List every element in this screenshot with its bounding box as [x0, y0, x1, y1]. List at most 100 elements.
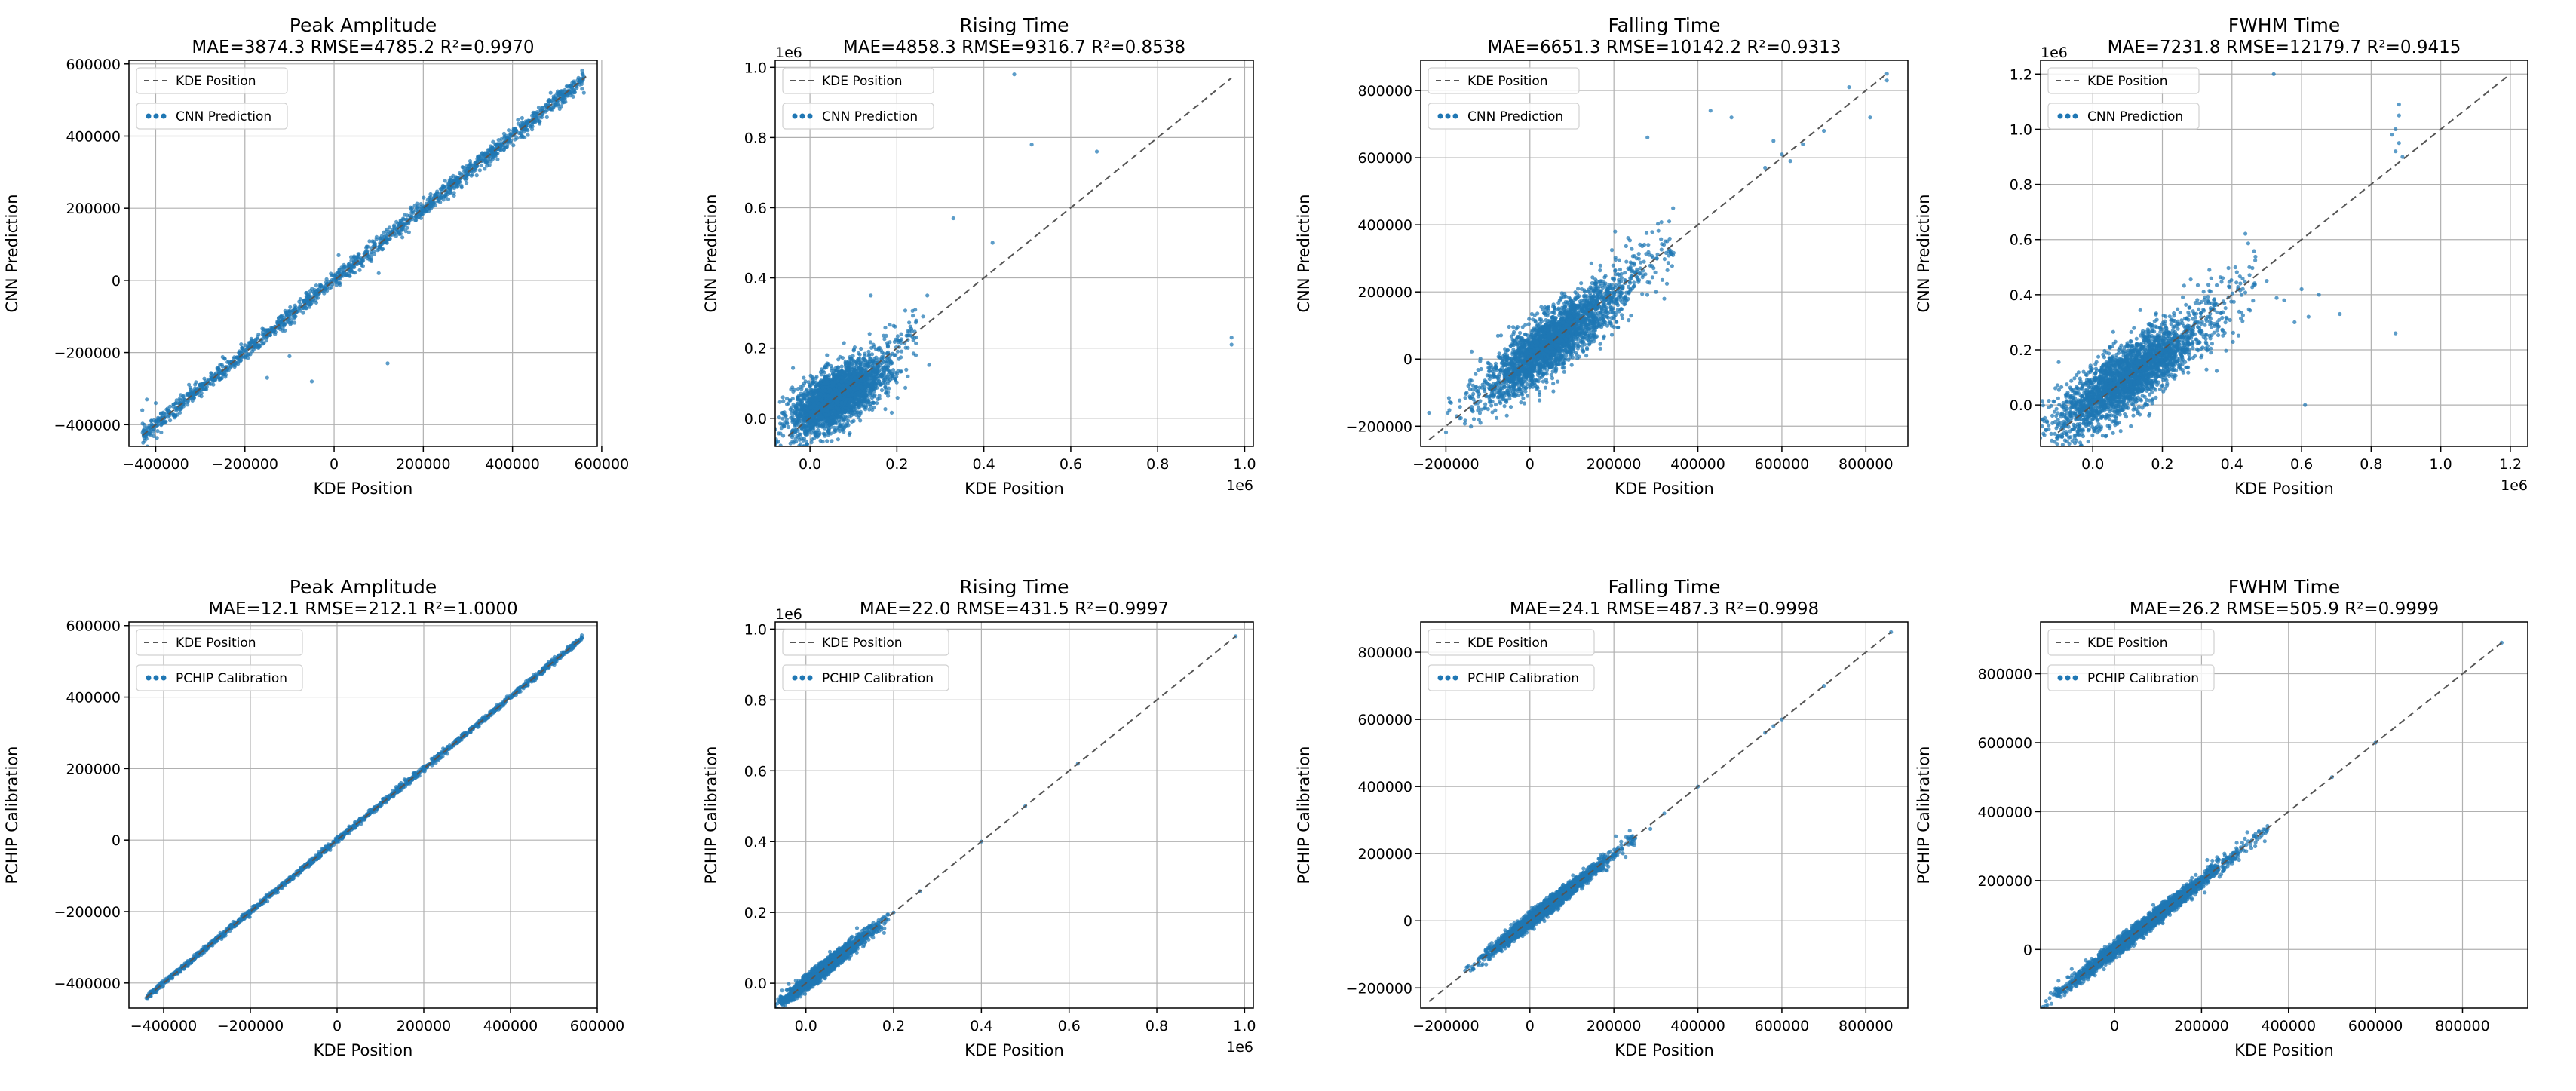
scatter-point [483, 160, 488, 165]
scatter-point [301, 311, 305, 315]
scatter-point [265, 375, 269, 380]
scatter-point [392, 226, 397, 231]
scatter-point [829, 415, 833, 420]
scatter-point [914, 341, 918, 345]
scatter-point [879, 388, 885, 393]
y-axis-label: CNN Prediction [3, 194, 21, 312]
scatter-point [899, 369, 903, 374]
scatter-point [460, 165, 465, 170]
scatter-point [851, 348, 856, 352]
scatter-point [369, 257, 373, 262]
scatter-point [1229, 336, 1234, 340]
scatter-point [873, 382, 878, 386]
y-tick-label: 0 [112, 273, 121, 290]
scatter-point [812, 422, 817, 427]
scatter-point [388, 237, 392, 241]
scatter-point [419, 216, 424, 220]
scatter-point [821, 423, 826, 428]
scatter-point [337, 271, 342, 275]
scatter-point [400, 235, 405, 240]
scatter-point [850, 392, 854, 397]
scatter-point [226, 368, 231, 372]
scatter-point [470, 164, 475, 168]
scatter-point [377, 244, 382, 250]
scatter-point [811, 378, 815, 382]
scatter-point [1507, 397, 1512, 401]
scatter-point [796, 428, 800, 434]
scatter-point [793, 421, 797, 425]
scatter-point [470, 172, 475, 176]
scatter-point [880, 350, 885, 354]
scatter-point [854, 360, 859, 365]
y-tick-label: 0.6 [744, 200, 767, 216]
scatter-point [188, 385, 192, 390]
scatter-point [198, 382, 202, 387]
scatter-point [841, 383, 845, 388]
scatter-point [580, 71, 584, 76]
scatter-point [799, 418, 803, 424]
chart-title: Falling Time [1608, 14, 1720, 36]
scatter-point [862, 406, 866, 410]
scatter-point [513, 126, 517, 131]
scatter-point [857, 401, 861, 406]
scatter-point [858, 411, 863, 415]
x-tick-label: 0.4 [973, 456, 995, 473]
scatter-point [839, 364, 844, 369]
scatter-point [1551, 389, 1556, 394]
scatter-point [298, 308, 303, 313]
scatter-point [149, 418, 154, 424]
reference-line [787, 77, 1232, 437]
scatter-point [815, 398, 820, 403]
scatter-point [559, 104, 563, 109]
scatter-point [839, 401, 844, 406]
scatter-point [863, 363, 867, 368]
scatter-point [580, 87, 584, 91]
scatter-point [875, 401, 879, 406]
scatter-point [848, 397, 853, 402]
scatter-point [817, 388, 821, 392]
scatter-point [289, 319, 293, 323]
scatter-point [168, 418, 173, 423]
scatter-point [152, 434, 156, 439]
scatter-point [762, 452, 766, 455]
scatter-point [805, 412, 809, 417]
scatter-point [825, 417, 830, 421]
scatter-point [349, 255, 354, 259]
scatter-point [786, 456, 790, 460]
scatter-point [872, 389, 876, 394]
scatter-point [240, 345, 244, 351]
scatter-point [780, 395, 785, 400]
scatter-point [1479, 407, 1483, 412]
scatter-point [297, 305, 302, 310]
scatter-point [815, 434, 820, 440]
scatter-point [325, 289, 330, 293]
scatter-point [152, 429, 156, 434]
scatter-point [780, 410, 784, 415]
scatter-point [848, 400, 852, 405]
scatter-point [560, 100, 565, 105]
scatter-point [778, 431, 783, 436]
scatter-point [873, 369, 878, 374]
scatter-point [869, 404, 873, 409]
scatter-point [906, 345, 910, 350]
y-axis-label: CNN Prediction [702, 194, 720, 312]
scatter-point [823, 394, 827, 399]
scatter-point [308, 299, 312, 304]
scatter-point [863, 385, 868, 390]
scatter-point [178, 410, 182, 415]
scatter-point [894, 353, 898, 357]
scatter-point [877, 394, 882, 398]
scatter-point [788, 441, 793, 446]
scatter-point [823, 366, 827, 370]
scatter-point [264, 339, 268, 343]
scatter-point [480, 152, 485, 156]
scatter-point [271, 329, 275, 334]
scatter-point [906, 374, 910, 378]
scatter-point [529, 122, 535, 127]
y-tick-label: 200000 [66, 201, 121, 217]
scatter-point [838, 354, 842, 359]
scatter-point [293, 303, 297, 308]
scatter-point [895, 396, 900, 400]
scatter-point [856, 357, 860, 361]
scatter-point [1463, 418, 1467, 423]
